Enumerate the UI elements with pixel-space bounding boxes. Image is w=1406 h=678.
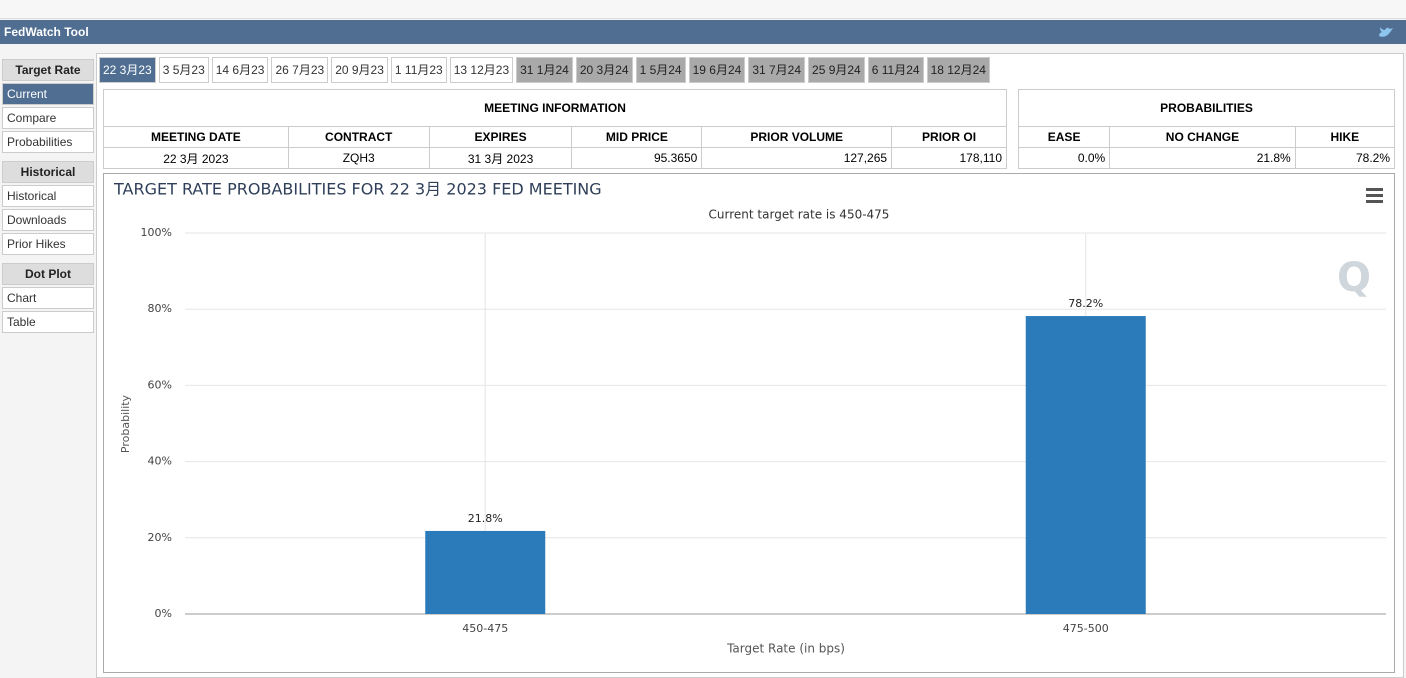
meeting-tab[interactable]: 3 5月23 [158, 57, 209, 83]
table-row: 22 3月 2023 ZQH3 31 3月 2023 95.3650 127,265 17… [103, 147, 1007, 169]
sidebar-section: Historical Historical Downloads Prior Hikes [2, 161, 94, 255]
table-row: PROBABILITIES [1018, 89, 1395, 127]
browser-bar [0, 0, 1406, 19]
table: MEETING INFORMATION MEETING DATE CONTRACT E… [103, 89, 1007, 169]
table-row: MEETING DATE CONTRACT EXPIRES MID PRICE PRIO… [103, 126, 1007, 148]
cell: 178,110 [891, 147, 1007, 169]
column-header: EASE [1017, 126, 1111, 148]
meeting-tab[interactable]: 22 3月23 [99, 57, 156, 83]
meeting-tab[interactable]: 6 11月24 [867, 57, 924, 83]
cell: 0.0% [1017, 147, 1111, 169]
sidebar-item[interactable]: Current [2, 83, 94, 105]
meeting-tab[interactable]: 26 7月23 [271, 57, 329, 83]
x-tick-label: 450-475 [462, 622, 508, 635]
meeting-tab[interactable]: 31 1月24 [516, 57, 573, 83]
y-axis-label: Probability [119, 394, 132, 453]
logo: Q [1337, 255, 1371, 301]
table-title: MEETING INFORMATION [103, 89, 1007, 127]
sidebar-item[interactable]: Prior Hikes [2, 233, 94, 255]
column-header: EXPIRES [428, 126, 573, 148]
sidebar-section: Target Rate Current Compare Probabilities [2, 59, 94, 153]
meeting-tab[interactable]: 1 11月23 [390, 57, 447, 83]
section-title: Target Rate [2, 59, 94, 81]
meeting-tab[interactable]: 1 5月24 [635, 57, 686, 83]
column-header: HIKE [1294, 126, 1396, 148]
meeting-tab[interactable]: 18 12月24 [926, 57, 990, 83]
meeting-tab[interactable]: 25 9月24 [808, 57, 865, 83]
y-tick-label: 100% [141, 226, 172, 239]
y-tick-label: 80% [148, 302, 172, 315]
bar [1025, 316, 1146, 614]
twitter-icon[interactable] [1378, 25, 1394, 39]
table-row: 0.0% 21.8% 78.2% [1017, 147, 1396, 169]
sidebar-section: Dot Plot Chart Table [2, 263, 94, 333]
header-title: FedWatch Tool [4, 25, 89, 39]
chart-subtitle: Current target rate is 450-475 [709, 208, 890, 222]
x-axis-label: Target Rate (in bps) [726, 642, 845, 656]
cell: 127,265 [701, 147, 893, 169]
cell: ZQH3 [287, 147, 430, 169]
y-tick-label: 60% [148, 378, 172, 391]
table-row: EASE NO CHANGE HIKE [1017, 126, 1396, 148]
data-label: 78.2% [1068, 297, 1103, 310]
column-header: MID PRICE [571, 126, 703, 148]
data-label: 21.8% [468, 512, 503, 525]
table: PROBABILITIES EASE NO CHANGE HIKE 0.0% 21.8% 7… [1017, 89, 1396, 169]
y-tick-label: 40% [148, 455, 172, 468]
sidebar-item[interactable]: Table [2, 311, 94, 333]
chart-title: TARGET RATE PROBABILITIES FOR 22 3月 2023… [113, 180, 602, 199]
meeting-tab[interactable]: 13 12月23 [449, 57, 514, 83]
meeting-tab[interactable]: 19 6月24 [688, 57, 746, 83]
table-row: MEETING INFORMATION [103, 89, 1007, 127]
sidebar-item[interactable]: Downloads [2, 209, 94, 231]
cell: 21.8% [1109, 147, 1296, 169]
column-header: PRIOR OI [891, 126, 1007, 148]
cell: 31 3月 2023 [428, 147, 573, 169]
column-header: PRIOR VOLUME [701, 126, 893, 148]
tabs: 22 3月23 3 5月23 14 6月23 26 7月23 20 9月23 1 11月2… [99, 57, 990, 83]
sidebar-item[interactable]: Probabilities [2, 131, 94, 153]
column-header: NO CHANGE [1109, 126, 1296, 148]
section-title: Historical [2, 161, 94, 183]
section-title: Dot Plot [2, 263, 94, 285]
meeting-tab[interactable]: 14 6月23 [211, 57, 269, 83]
header: FedWatch Tool [0, 20, 1406, 44]
bar [425, 530, 546, 614]
cell: 95.3650 [571, 147, 703, 169]
sidebar: Target Rate Current Compare Probabilities Hi… [2, 57, 94, 341]
meeting-tab[interactable]: 20 3月24 [575, 57, 633, 83]
column-header: MEETING DATE [103, 126, 289, 148]
cell: 22 3月 2023 [103, 147, 289, 169]
cell: 78.2% [1294, 147, 1396, 169]
menu-icon[interactable] [1366, 188, 1383, 203]
table-title: PROBABILITIES [1018, 89, 1395, 127]
sidebar-item[interactable]: Compare [2, 107, 94, 129]
sidebar-item[interactable]: Historical [2, 185, 94, 207]
column-header: CONTRACT [287, 126, 430, 148]
meeting-tab[interactable]: 20 9月23 [331, 57, 388, 83]
y-tick-label: 0% [155, 607, 172, 620]
chart: TARGET RATE PROBABILITIES FOR 22 3月 2023… [103, 173, 1395, 673]
meeting-tab[interactable]: 31 7月24 [748, 57, 806, 83]
sidebar-item[interactable]: Chart [2, 287, 94, 309]
x-tick-label: 475-500 [1063, 622, 1109, 635]
y-tick-label: 20% [148, 531, 172, 544]
